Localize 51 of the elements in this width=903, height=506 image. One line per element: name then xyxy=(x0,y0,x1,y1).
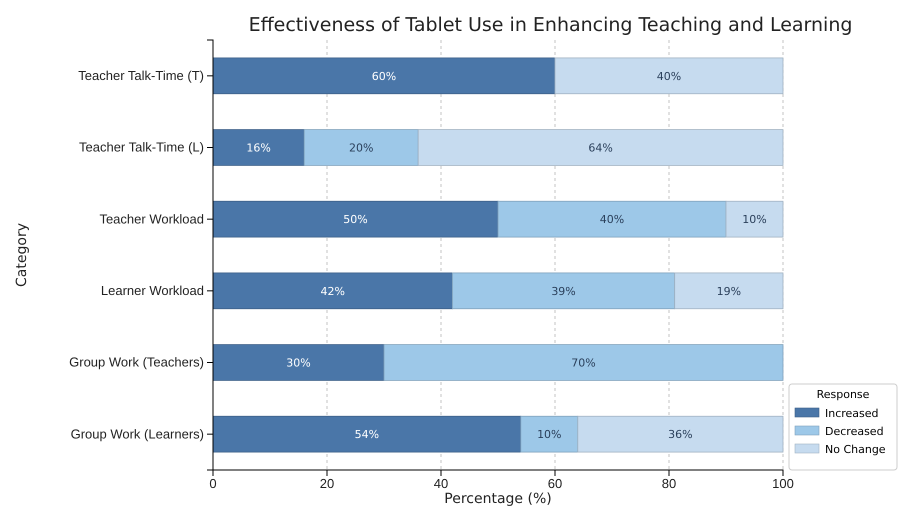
legend-label: No Change xyxy=(825,443,886,456)
data-label: 40% xyxy=(656,70,682,83)
bar xyxy=(520,416,578,452)
x-tick-label: 40 xyxy=(434,476,448,492)
bar xyxy=(212,272,453,310)
chart-title: Effectiveness of Tablet Use in Enhancing Teaching and Learning xyxy=(248,14,852,36)
legend-label: Decreased xyxy=(825,425,884,438)
y-tick-label: Group Work (Teachers) xyxy=(69,354,204,370)
bar xyxy=(384,344,784,381)
data-label: 10% xyxy=(742,213,767,226)
x-tick-label: 0 xyxy=(209,476,217,492)
data-label: 64% xyxy=(588,142,613,154)
data-label: 10% xyxy=(537,428,562,442)
y-tick-label: Teacher Talk-Time (L) xyxy=(79,140,204,155)
data-label: 20% xyxy=(348,142,374,154)
y-tick-label: Group Work (Learners) xyxy=(70,426,204,442)
bar xyxy=(304,129,419,166)
bar xyxy=(418,129,784,166)
x-tick-label: 100 xyxy=(772,476,794,492)
bar xyxy=(452,272,676,310)
bar xyxy=(498,200,726,238)
y-tick-label: Teacher Talk-Time (T) xyxy=(78,68,204,83)
bar xyxy=(726,200,784,238)
data-label: 16% xyxy=(246,142,271,154)
bar xyxy=(212,416,522,452)
bar xyxy=(554,58,784,94)
bar xyxy=(212,129,305,166)
x-axis-title: Percentage (%) xyxy=(444,491,552,506)
y-tick-label: Learner Workload xyxy=(100,282,204,298)
x-tick-label: 20 xyxy=(320,476,334,492)
y-axis-title: Category xyxy=(14,223,30,287)
legend-title: Response xyxy=(816,388,870,401)
data-label: 36% xyxy=(668,428,693,442)
data-label: 70% xyxy=(571,356,596,370)
bar xyxy=(212,200,498,238)
data-label: 19% xyxy=(716,284,742,298)
data-label: 39% xyxy=(551,284,576,298)
x-tick-label: 60 xyxy=(548,476,562,492)
x-tick-label: 80 xyxy=(662,476,676,492)
bar xyxy=(577,416,784,452)
data-label: 40% xyxy=(600,213,624,226)
data-label: 60% xyxy=(372,70,396,83)
bar xyxy=(674,272,784,310)
legend-label: Increased xyxy=(825,407,879,420)
data-label: 50% xyxy=(343,213,368,226)
data-label: 54% xyxy=(354,428,380,442)
data-label: 30% xyxy=(286,356,311,370)
bar xyxy=(212,344,384,381)
bar xyxy=(212,58,556,94)
data-label: 42% xyxy=(320,284,345,298)
y-tick-label: Teacher Workload xyxy=(99,211,204,226)
